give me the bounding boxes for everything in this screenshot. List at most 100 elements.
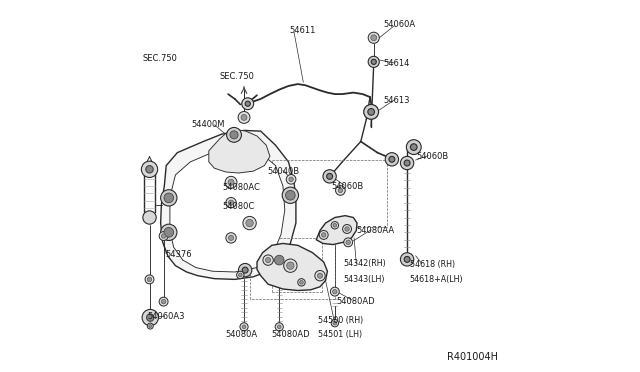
Circle shape <box>326 173 333 179</box>
Text: 54080AD: 54080AD <box>271 330 310 339</box>
Text: 54500 (RH): 54500 (RH) <box>318 316 364 325</box>
Text: 54080C: 54080C <box>223 202 255 211</box>
Circle shape <box>330 287 339 296</box>
Circle shape <box>321 233 326 237</box>
Circle shape <box>242 325 246 329</box>
Circle shape <box>323 170 336 183</box>
Circle shape <box>404 256 410 262</box>
Circle shape <box>266 257 271 263</box>
Circle shape <box>401 156 414 170</box>
Circle shape <box>371 59 376 64</box>
Text: 54060B: 54060B <box>331 182 364 190</box>
Text: 54080A: 54080A <box>225 330 258 339</box>
Circle shape <box>141 161 157 177</box>
Circle shape <box>333 289 337 294</box>
Circle shape <box>147 277 152 282</box>
Circle shape <box>346 240 350 244</box>
Circle shape <box>368 109 374 115</box>
Circle shape <box>335 186 345 195</box>
Polygon shape <box>170 147 285 272</box>
Circle shape <box>271 252 287 268</box>
Text: 54376: 54376 <box>166 250 192 259</box>
Circle shape <box>142 310 159 326</box>
Text: 54501 (LH): 54501 (LH) <box>318 330 362 340</box>
Text: 54613: 54613 <box>383 96 410 105</box>
Polygon shape <box>257 243 328 291</box>
Circle shape <box>237 271 244 279</box>
Text: 54060B: 54060B <box>417 152 449 161</box>
Circle shape <box>345 227 349 231</box>
Text: 54040B: 54040B <box>268 167 300 176</box>
Circle shape <box>161 234 166 238</box>
Text: 54080AA: 54080AA <box>356 226 394 235</box>
Circle shape <box>410 144 417 150</box>
Circle shape <box>289 177 293 182</box>
Text: SEC.750: SEC.750 <box>143 54 178 62</box>
Circle shape <box>317 273 323 278</box>
Circle shape <box>282 187 298 203</box>
Circle shape <box>148 325 152 328</box>
Circle shape <box>263 255 273 265</box>
Circle shape <box>342 225 351 234</box>
Polygon shape <box>161 131 296 279</box>
Text: 54342(RH): 54342(RH) <box>343 259 386 268</box>
Circle shape <box>368 56 380 67</box>
Circle shape <box>286 174 296 184</box>
Text: 54614: 54614 <box>383 59 410 68</box>
Circle shape <box>147 314 154 321</box>
Circle shape <box>226 233 236 243</box>
Circle shape <box>146 166 153 173</box>
Circle shape <box>245 101 250 106</box>
Circle shape <box>315 270 325 281</box>
Circle shape <box>240 323 248 331</box>
Circle shape <box>159 297 168 306</box>
Text: 54060A: 54060A <box>383 20 415 29</box>
Text: 54343(LH): 54343(LH) <box>343 275 385 284</box>
Circle shape <box>371 35 377 41</box>
Circle shape <box>385 153 399 166</box>
Circle shape <box>368 32 380 43</box>
Circle shape <box>364 105 378 119</box>
Circle shape <box>147 323 153 329</box>
Circle shape <box>243 217 256 230</box>
Circle shape <box>225 176 237 188</box>
Circle shape <box>333 224 337 227</box>
Circle shape <box>159 232 168 240</box>
Circle shape <box>241 115 247 121</box>
Circle shape <box>401 253 414 266</box>
Circle shape <box>239 263 252 277</box>
Circle shape <box>404 160 410 166</box>
Polygon shape <box>209 130 270 173</box>
Circle shape <box>344 238 353 247</box>
Circle shape <box>239 273 242 277</box>
Circle shape <box>338 188 342 193</box>
Circle shape <box>228 179 234 185</box>
Polygon shape <box>316 216 357 244</box>
Circle shape <box>331 320 339 327</box>
Circle shape <box>161 299 166 304</box>
Circle shape <box>277 325 281 329</box>
Circle shape <box>228 200 234 205</box>
Text: R401004H: R401004H <box>447 352 498 362</box>
Circle shape <box>275 255 284 265</box>
Circle shape <box>389 156 395 162</box>
Text: 54618 (RH): 54618 (RH) <box>410 260 455 269</box>
Text: 54060A3: 54060A3 <box>147 312 184 321</box>
Text: 54618+A(LH): 54618+A(LH) <box>410 275 463 284</box>
Text: 54080AC: 54080AC <box>223 183 260 192</box>
Circle shape <box>333 321 337 325</box>
Circle shape <box>242 267 248 273</box>
Circle shape <box>228 235 234 240</box>
Circle shape <box>300 280 303 284</box>
Circle shape <box>246 219 253 227</box>
Circle shape <box>284 259 297 272</box>
Circle shape <box>145 275 154 284</box>
Text: SEC.750: SEC.750 <box>219 72 254 81</box>
Circle shape <box>275 323 284 331</box>
Circle shape <box>161 224 177 240</box>
Circle shape <box>406 140 421 154</box>
Circle shape <box>230 131 238 139</box>
Circle shape <box>161 190 177 206</box>
Circle shape <box>164 193 173 203</box>
Circle shape <box>242 98 253 110</box>
